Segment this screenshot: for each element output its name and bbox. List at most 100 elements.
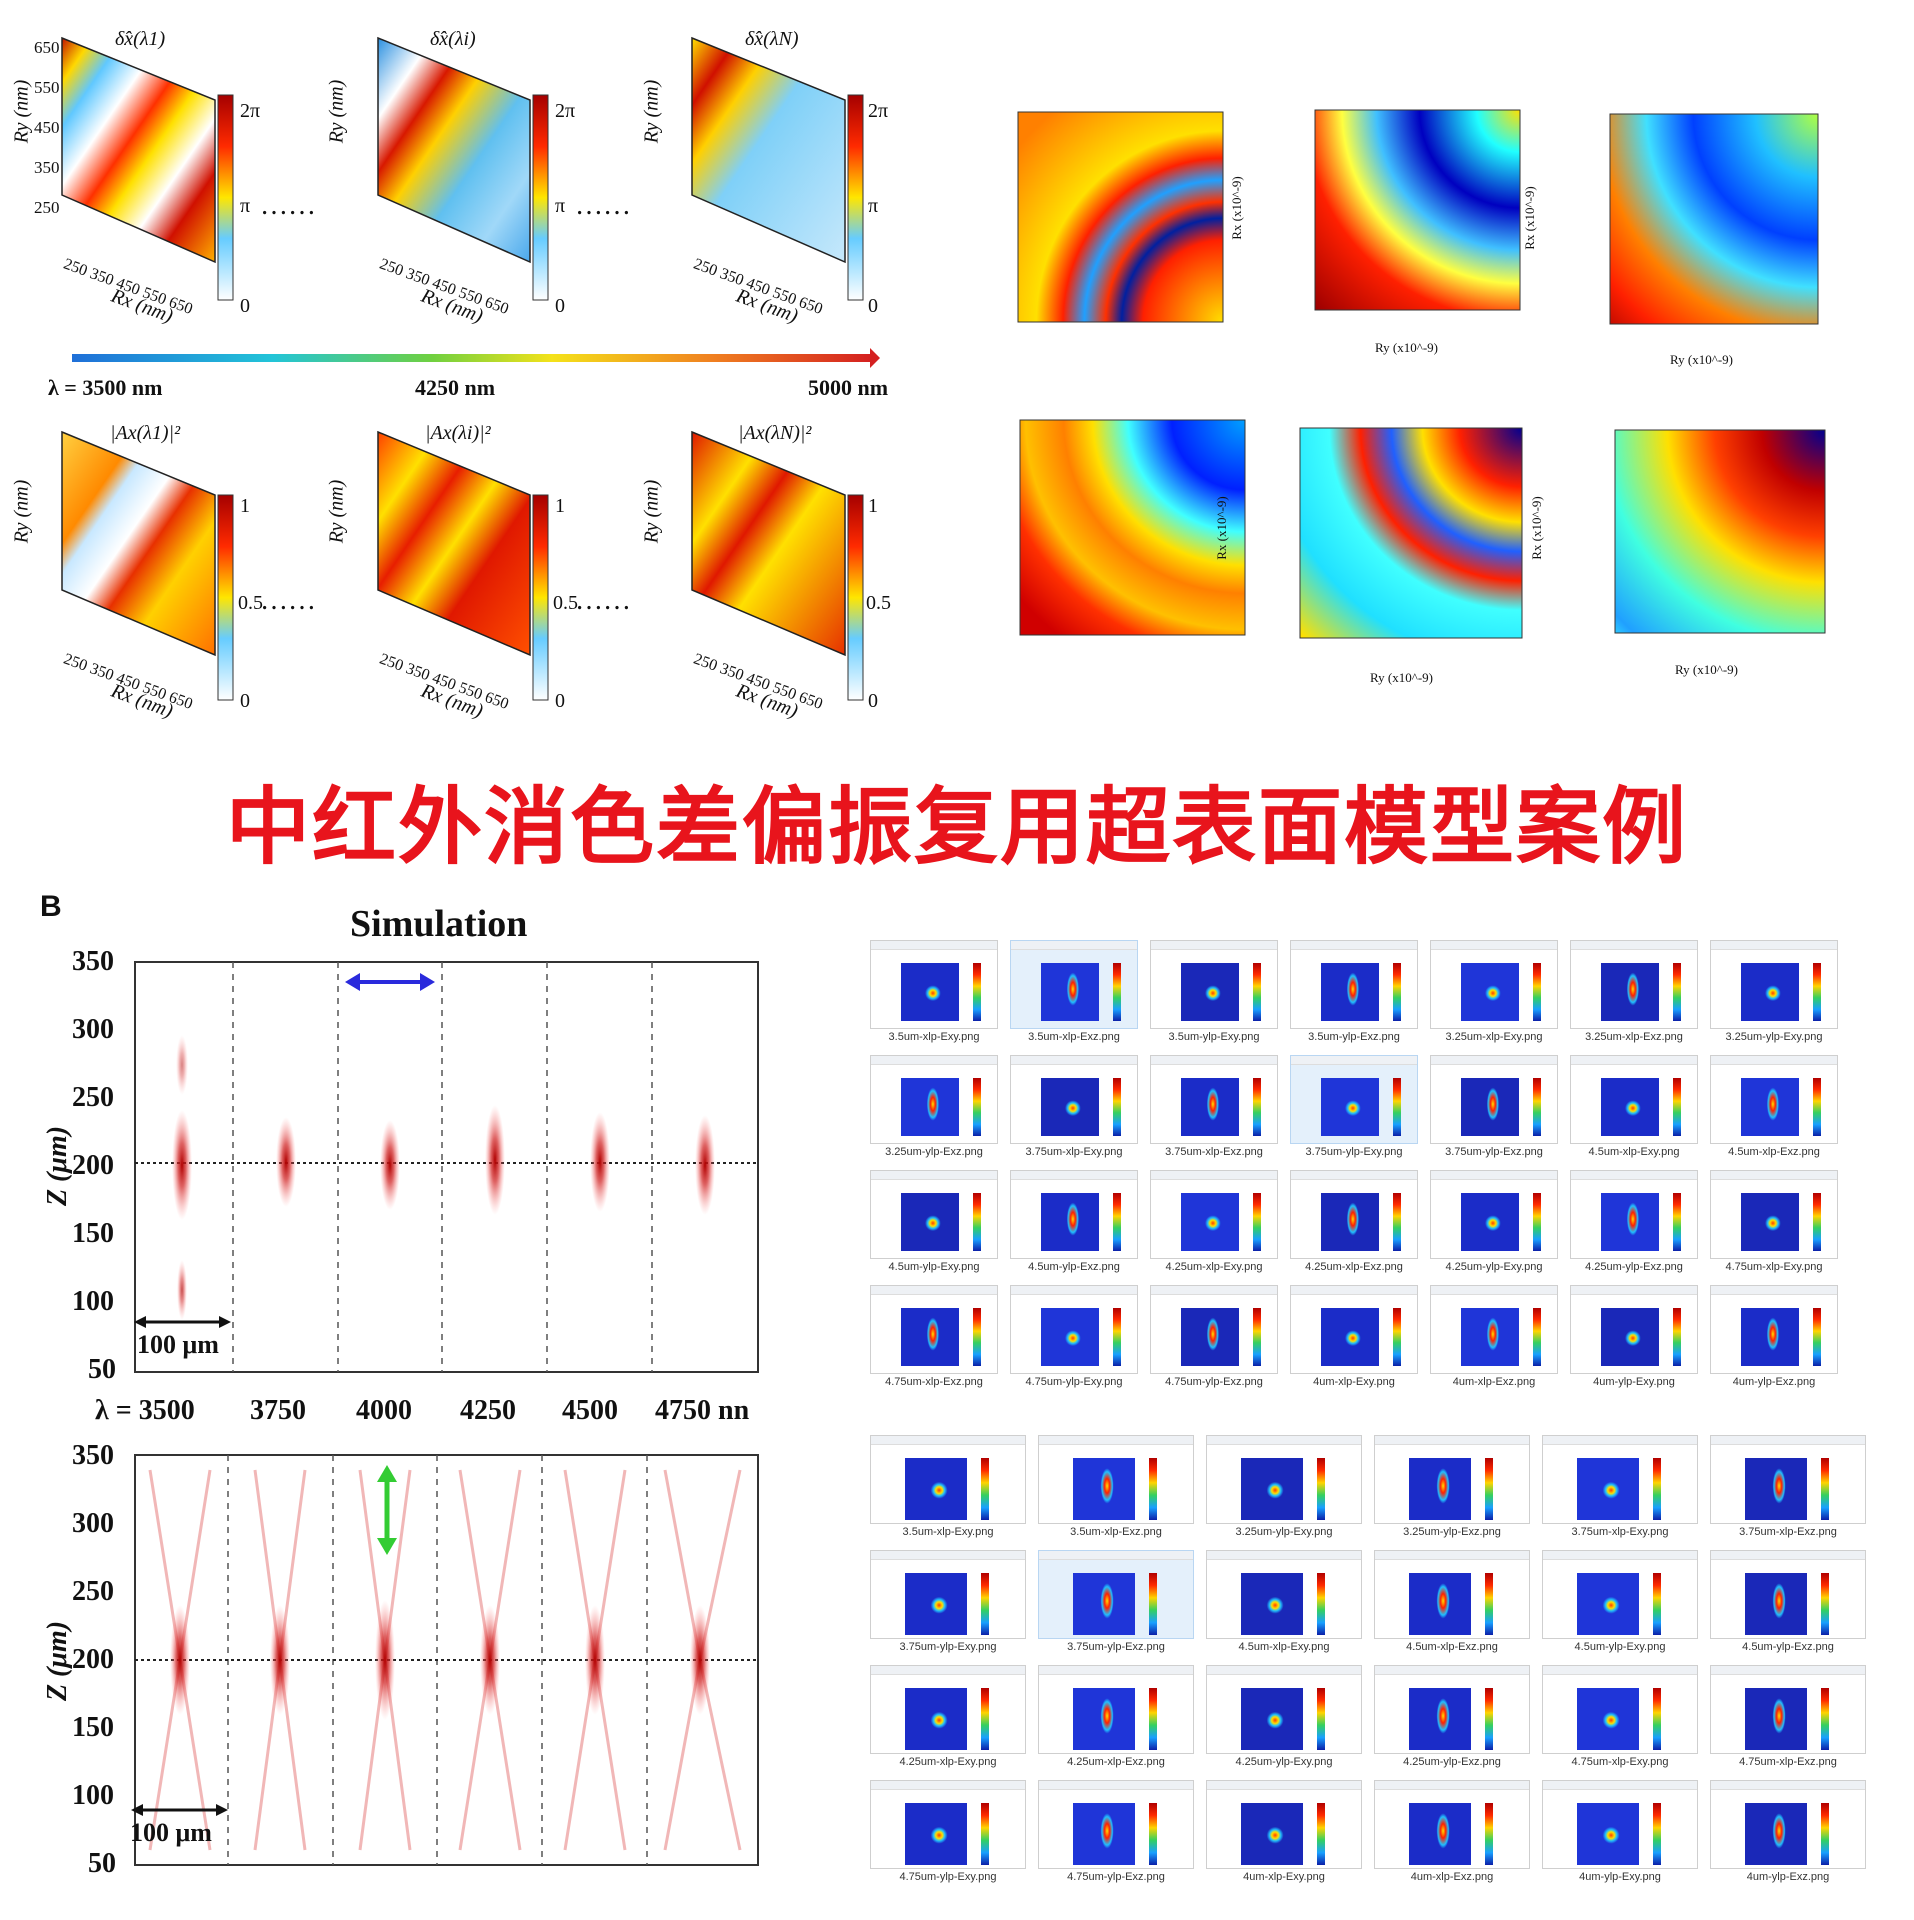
thumbnail-item[interactable]: [1570, 940, 1698, 1029]
thumbnail-item[interactable]: [1038, 1780, 1194, 1869]
thumbnail-item[interactable]: [870, 1550, 1026, 1639]
thumbnail-item[interactable]: [1570, 1170, 1698, 1259]
thumbnail-caption[interactable]: 3.5um-ylp-Exy.png: [1168, 1031, 1260, 1043]
thumbnail-item[interactable]: [870, 1285, 998, 1374]
thumbnail-caption[interactable]: 3.25um-xlp-Exz.png: [1585, 1031, 1683, 1043]
thumbnail-caption[interactable]: 4um-xlp-Exy.png: [1313, 1376, 1395, 1388]
thumbnail-caption[interactable]: 4um-xlp-Exy.png: [1243, 1871, 1325, 1883]
thumbnail-item[interactable]: [1206, 1780, 1362, 1869]
thumbnail-caption[interactable]: 4.5um-ylp-Exz.png: [1742, 1641, 1834, 1653]
thumbnail-item[interactable]: [1150, 940, 1278, 1029]
thumbnail-caption[interactable]: 4.75um-xlp-Exz.png: [885, 1376, 983, 1388]
thumbnail-item[interactable]: [1542, 1665, 1698, 1754]
thumbnail-item[interactable]: [1542, 1435, 1698, 1524]
thumbnail-item[interactable]: [1290, 940, 1418, 1029]
thumbnail-caption[interactable]: 3.25um-ylp-Exy.png: [1725, 1031, 1823, 1043]
thumbnail-caption[interactable]: 4.25um-ylp-Exy.png: [1445, 1261, 1543, 1273]
thumbnail-item[interactable]: [1374, 1435, 1530, 1524]
thumbnail-caption[interactable]: 3.75um-ylp-Exy.png: [1305, 1146, 1403, 1158]
thumbnail-caption[interactable]: 4.75um-ylp-Exz.png: [1165, 1376, 1263, 1388]
thumbnail-caption[interactable]: 4.25um-ylp-Exz.png: [1403, 1756, 1501, 1768]
thumbnail-item[interactable]: [1206, 1550, 1362, 1639]
thumbnail-item[interactable]: [870, 1665, 1026, 1754]
thumbnail-item[interactable]: [1570, 1285, 1698, 1374]
thumbnail-item[interactable]: [1710, 1285, 1838, 1374]
thumbnail-caption[interactable]: 4.5um-ylp-Exy.png: [1574, 1641, 1666, 1653]
thumbnail-item[interactable]: [870, 940, 998, 1029]
thumbnail-caption[interactable]: 3.5um-ylp-Exz.png: [1308, 1031, 1400, 1043]
thumbnail-caption[interactable]: 4.5um-xlp-Exz.png: [1406, 1641, 1498, 1653]
thumbnail-caption[interactable]: 4.5um-ylp-Exz.png: [1028, 1261, 1120, 1273]
thumbnail-caption[interactable]: 3.75um-ylp-Exz.png: [1067, 1641, 1165, 1653]
thumbnail-caption[interactable]: 3.75um-xlp-Exz.png: [1165, 1146, 1263, 1158]
thumbnail-item[interactable]: [870, 1780, 1026, 1869]
thumbnail-item[interactable]: [1010, 1285, 1138, 1374]
thumbnail-caption[interactable]: 4.5um-xlp-Exy.png: [1588, 1146, 1680, 1158]
thumbnail-caption[interactable]: 3.5um-xlp-Exy.png: [888, 1031, 980, 1043]
thumbnail-item[interactable]: [1038, 1665, 1194, 1754]
thumbnail-caption[interactable]: 4.5um-xlp-Exy.png: [1238, 1641, 1330, 1653]
thumbnail-item[interactable]: [1710, 1435, 1866, 1524]
thumbnail-item[interactable]: [1542, 1550, 1698, 1639]
thumbnail-caption[interactable]: 4.75um-xlp-Exz.png: [1739, 1756, 1837, 1768]
thumbnail-caption[interactable]: 4.25um-ylp-Exy.png: [1235, 1756, 1333, 1768]
thumbnail-item[interactable]: [870, 1055, 998, 1144]
thumbnail-item[interactable]: [870, 1170, 998, 1259]
thumbnail-caption[interactable]: 4.25um-xlp-Exy.png: [1165, 1261, 1263, 1273]
thumbnail-caption[interactable]: 4.5um-ylp-Exy.png: [888, 1261, 980, 1273]
thumbnail-item[interactable]: [1710, 1550, 1866, 1639]
thumbnail-item[interactable]: [1150, 1055, 1278, 1144]
thumbnail-caption[interactable]: 4.25um-ylp-Exz.png: [1585, 1261, 1683, 1273]
thumbnail-caption[interactable]: 3.25um-ylp-Exz.png: [885, 1146, 983, 1158]
thumbnail-caption[interactable]: 3.25um-ylp-Exz.png: [1403, 1526, 1501, 1538]
thumbnail-caption[interactable]: 4um-ylp-Exz.png: [1732, 1376, 1816, 1388]
thumbnail-item[interactable]: [1206, 1435, 1362, 1524]
thumbnail-item[interactable]: [1038, 1550, 1194, 1639]
thumbnail-caption[interactable]: 4um-ylp-Exz.png: [1746, 1871, 1830, 1883]
thumbnail-caption[interactable]: 4um-xlp-Exz.png: [1452, 1376, 1536, 1388]
thumbnail-item[interactable]: [1150, 1170, 1278, 1259]
thumbnail-caption[interactable]: 4.75um-xlp-Exy.png: [1571, 1756, 1669, 1768]
thumbnail-item[interactable]: [1430, 940, 1558, 1029]
thumbnail-caption[interactable]: 4.75um-xlp-Exy.png: [1725, 1261, 1823, 1273]
thumbnail-item[interactable]: [1570, 1055, 1698, 1144]
thumbnail-item[interactable]: [1010, 940, 1138, 1029]
thumbnail-item[interactable]: [1710, 940, 1838, 1029]
thumbnail-item[interactable]: [1290, 1170, 1418, 1259]
thumbnail-caption[interactable]: 3.75um-xlp-Exy.png: [1571, 1526, 1669, 1538]
thumbnail-item[interactable]: [1542, 1780, 1698, 1869]
thumbnail-item[interactable]: [1710, 1780, 1866, 1869]
thumbnail-caption[interactable]: 3.5um-xlp-Exz.png: [1028, 1031, 1120, 1043]
thumbnail-item[interactable]: [1430, 1055, 1558, 1144]
thumbnail-caption[interactable]: 3.25um-ylp-Exy.png: [1235, 1526, 1333, 1538]
thumbnail-item[interactable]: [1010, 1055, 1138, 1144]
thumbnail-item[interactable]: [1430, 1285, 1558, 1374]
thumbnail-item[interactable]: [1010, 1170, 1138, 1259]
thumbnail-item[interactable]: [1290, 1285, 1418, 1374]
thumbnail-caption[interactable]: 3.5um-xlp-Exy.png: [902, 1526, 994, 1538]
thumbnail-caption[interactable]: 4.25um-xlp-Exy.png: [899, 1756, 997, 1768]
thumbnail-caption[interactable]: 3.5um-xlp-Exz.png: [1070, 1526, 1162, 1538]
thumbnail-item[interactable]: [1710, 1055, 1838, 1144]
thumbnail-item[interactable]: [1710, 1665, 1866, 1754]
thumbnail-item[interactable]: [1710, 1170, 1838, 1259]
thumbnail-caption[interactable]: 4um-ylp-Exy.png: [1579, 1871, 1661, 1883]
thumbnail-caption[interactable]: 4um-xlp-Exz.png: [1410, 1871, 1494, 1883]
thumbnail-item[interactable]: [1374, 1780, 1530, 1869]
thumbnail-item[interactable]: [1374, 1665, 1530, 1754]
thumbnail-item[interactable]: [1150, 1285, 1278, 1374]
thumbnail-caption[interactable]: 4.5um-xlp-Exz.png: [1728, 1146, 1820, 1158]
thumbnail-caption[interactable]: 3.75um-xlp-Exy.png: [1025, 1146, 1123, 1158]
thumbnail-caption[interactable]: 4.75um-ylp-Exy.png: [1025, 1376, 1123, 1388]
thumbnail-caption[interactable]: 3.75um-ylp-Exy.png: [899, 1641, 997, 1653]
thumbnail-caption[interactable]: 4.25um-xlp-Exz.png: [1305, 1261, 1403, 1273]
thumbnail-item[interactable]: [1206, 1665, 1362, 1754]
thumbnail-caption[interactable]: 4.75um-ylp-Exz.png: [1067, 1871, 1165, 1883]
thumbnail-caption[interactable]: 4.25um-xlp-Exz.png: [1067, 1756, 1165, 1768]
thumbnail-caption[interactable]: 4.75um-ylp-Exy.png: [899, 1871, 997, 1883]
thumbnail-caption[interactable]: 3.75um-xlp-Exz.png: [1739, 1526, 1837, 1538]
thumbnail-item[interactable]: [1290, 1055, 1418, 1144]
thumbnail-item[interactable]: [1374, 1550, 1530, 1639]
thumbnail-caption[interactable]: 3.25um-xlp-Exy.png: [1445, 1031, 1543, 1043]
thumbnail-item[interactable]: [1038, 1435, 1194, 1524]
